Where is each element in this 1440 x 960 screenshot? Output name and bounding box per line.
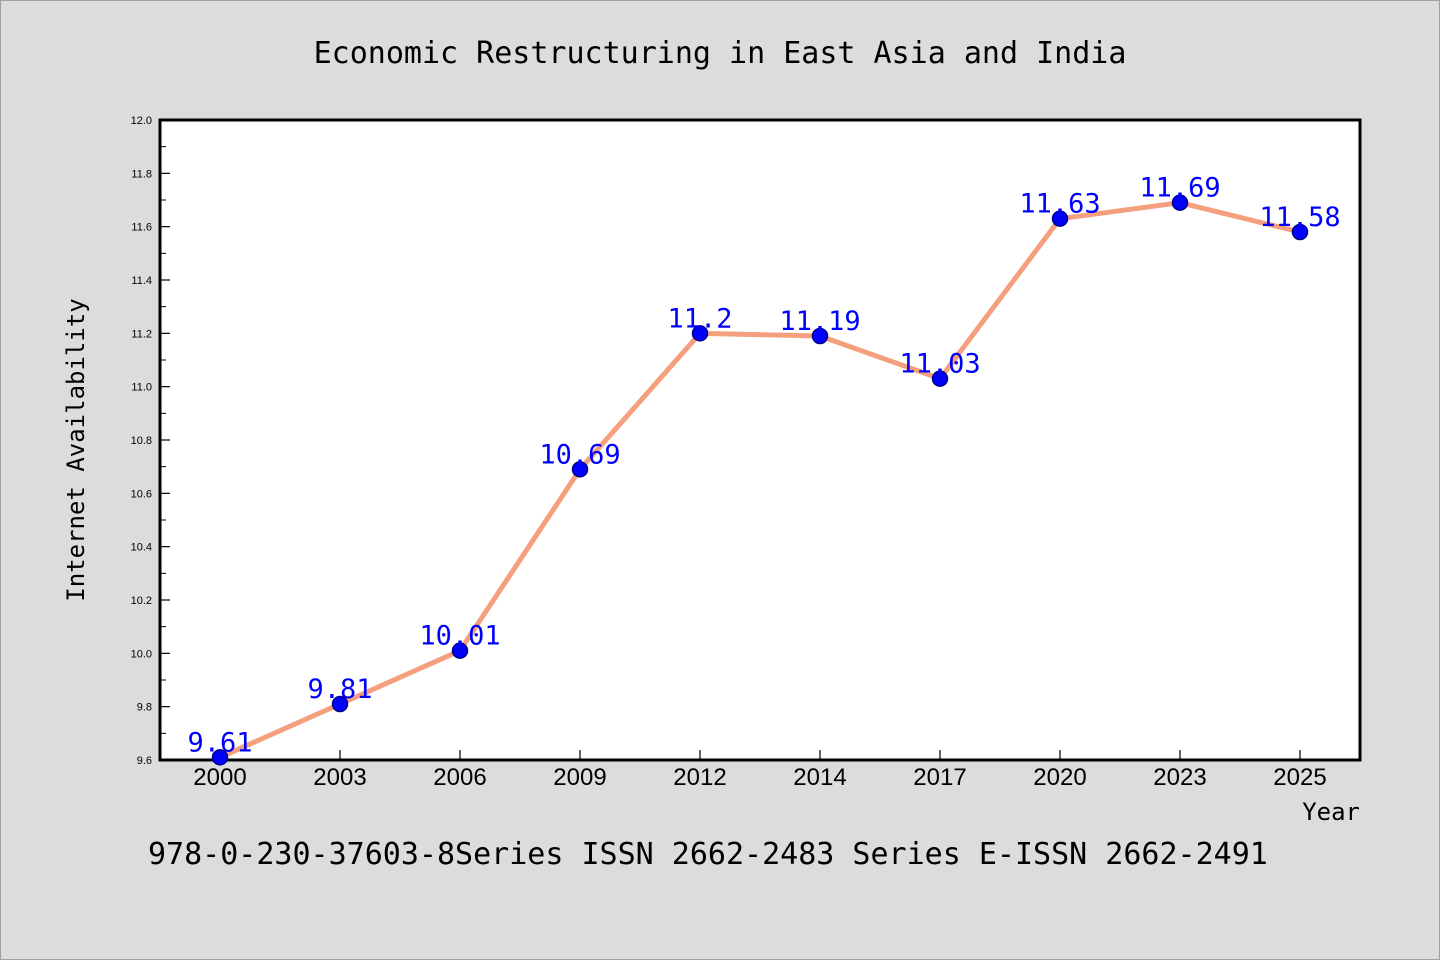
y-tick-label: 11.6 xyxy=(131,222,152,234)
x-tick-label: 2012 xyxy=(673,764,726,791)
x-tick-label: 2020 xyxy=(1033,764,1086,791)
data-label: 11.19 xyxy=(779,306,860,337)
data-point xyxy=(451,642,469,659)
data-point xyxy=(1291,223,1309,241)
y-tick-label: 9.6 xyxy=(137,755,152,767)
x-axis-label: Year xyxy=(1302,798,1360,826)
y-tick-label: 11.0 xyxy=(131,382,152,394)
data-label: 11.03 xyxy=(899,349,980,380)
x-tick-label: 2009 xyxy=(553,764,606,791)
plot-area xyxy=(158,118,1362,762)
data-point xyxy=(1171,194,1189,211)
x-tick-label: 2017 xyxy=(913,764,966,791)
data-label: 10.01 xyxy=(419,621,500,652)
data-label: 11.63 xyxy=(1019,189,1100,220)
chart-title: Economic Restructuring in East Asia and … xyxy=(314,36,1127,71)
y-tick-label: 12.0 xyxy=(131,115,152,127)
data-point xyxy=(1051,210,1069,227)
data-label: 9.81 xyxy=(307,674,372,705)
x-axis-ticks: 2000 2003 2006 2009 2012 2014 2017 2020 2023 2025 xyxy=(193,750,1327,791)
y-tick-label: 11.4 xyxy=(131,275,152,287)
x-tick-label: 2025 xyxy=(1273,764,1326,791)
x-tick-label: 2014 xyxy=(793,764,846,791)
data-label: 10.69 xyxy=(539,439,620,470)
x-tick-label: 2003 xyxy=(313,764,366,791)
data-point xyxy=(211,749,229,766)
y-tick-label: 11.2 xyxy=(131,328,152,340)
y-axis-label: Internet Availability xyxy=(62,298,90,601)
y-tick-label: 10.8 xyxy=(131,435,152,447)
footer-text: 978-0-230-37603-8Series ISSN 2662-2483 S… xyxy=(148,837,1268,872)
data-label: 9.61 xyxy=(187,727,252,758)
y-tick-label: 10.4 xyxy=(131,542,152,554)
data-point xyxy=(331,695,349,713)
series-line xyxy=(217,200,1303,760)
data-markers xyxy=(211,194,1309,766)
data-point xyxy=(571,461,589,478)
y-tick-label: 9.8 xyxy=(137,702,152,714)
y-tick-label: 11.8 xyxy=(131,168,152,180)
y-axis-ticks: 9.6 9.8 10.0 10.2 10.4 10.6 10.8 11.0 11.2 11.4 11… xyxy=(131,115,170,767)
data-label: 11.2 xyxy=(667,303,732,334)
data-label: 11.58 xyxy=(1259,202,1340,233)
data-label: 11.69 xyxy=(1139,173,1220,204)
y-tick-label: 10.0 xyxy=(131,648,152,660)
data-point xyxy=(931,370,949,387)
data-labels: 9.61 9.81 10.01 10.69 11.2 11.19 11.03 11.63 11.… xyxy=(187,173,1340,759)
x-tick-label: 2006 xyxy=(433,764,486,791)
data-point xyxy=(811,327,829,345)
y-tick-label: 10.6 xyxy=(131,488,152,500)
x-tick-label: 2000 xyxy=(193,764,246,791)
x-tick-label: 2023 xyxy=(1153,764,1206,791)
data-point xyxy=(691,325,709,342)
y-tick-label: 10.2 xyxy=(131,595,152,607)
